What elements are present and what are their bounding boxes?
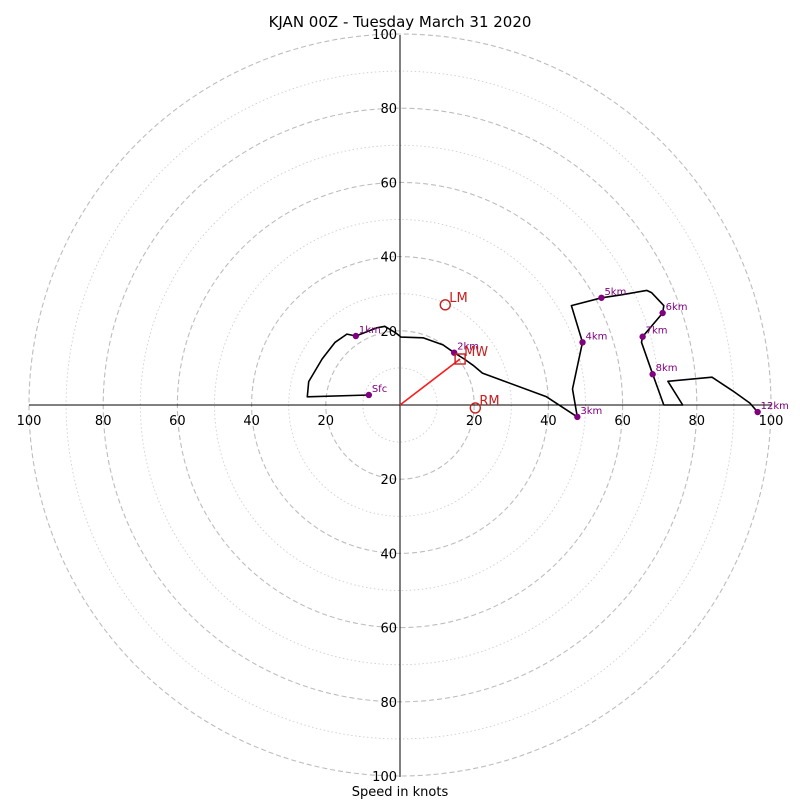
height-markers: Sfc 1km 2km 3km 4km 5km 6km 7km 8km 12km xyxy=(352,287,789,421)
height-label-Sfc: Sfc xyxy=(372,384,387,395)
tick-label-down-40: 40 xyxy=(380,547,397,562)
motion-label-RM: RM xyxy=(479,394,499,409)
height-point-6km xyxy=(659,309,666,317)
height-label-5km: 5km xyxy=(604,287,626,298)
tick-label-down-100: 100 xyxy=(372,770,397,785)
motion-label-LM: LM xyxy=(449,291,467,306)
shear-vector xyxy=(399,358,461,406)
height-point-12km xyxy=(754,408,761,416)
chart-title: KJAN 00Z - Tuesday March 31 2020 xyxy=(269,13,532,31)
motion-marker-LM xyxy=(439,299,451,311)
height-point-5km xyxy=(598,294,605,301)
tick-label-down-60: 60 xyxy=(380,622,397,637)
tick-label-left-100: 100 xyxy=(17,414,42,429)
motion-marker-MW xyxy=(454,353,466,365)
height-label-8km: 8km xyxy=(656,363,678,374)
tick-label-left-40: 40 xyxy=(243,414,260,429)
height-label-6km: 6km xyxy=(666,302,688,313)
tick-label-up-60: 60 xyxy=(380,176,397,191)
tick-label-right-80: 80 xyxy=(689,414,706,429)
tick-label-right-60: 60 xyxy=(614,414,631,429)
tick-label-left-80: 80 xyxy=(95,414,112,429)
tick-label-down-20: 20 xyxy=(380,473,397,488)
height-point-4km xyxy=(579,339,586,346)
height-label-7km: 7km xyxy=(646,326,668,337)
shear-vector-line xyxy=(399,358,461,406)
height-label-2km: 2km xyxy=(457,342,479,353)
tick-label-down-80: 80 xyxy=(380,696,397,711)
tick-label-up-100: 100 xyxy=(372,28,397,43)
height-point-Sfc xyxy=(365,391,373,399)
height-label-12km: 12km xyxy=(761,401,789,412)
height-label-3km: 3km xyxy=(580,406,602,417)
tick-label-right-20: 20 xyxy=(466,414,483,429)
tick-label-right-40: 40 xyxy=(540,414,557,429)
tick-label-up-40: 40 xyxy=(380,251,397,266)
storm-motions: LM MW RM xyxy=(439,291,500,414)
hodograph-line xyxy=(306,289,759,418)
x-axis-label: Speed in knots xyxy=(352,785,449,800)
height-point-3km xyxy=(574,413,581,421)
tick-label-up-20: 20 xyxy=(380,325,397,340)
height-label-4km: 4km xyxy=(586,331,608,342)
tick-label-right-100: 100 xyxy=(759,414,784,429)
height-point-1km xyxy=(352,332,360,340)
tick-label-up-80: 80 xyxy=(380,102,397,117)
motion-label-MW: MW xyxy=(464,345,488,360)
tick-labels: 100 80 60 40 20 20 40 60 80 100 100 80 60 40 20 20 40 60 8… xyxy=(17,28,784,785)
tick-label-left-20: 20 xyxy=(318,414,335,429)
tick-label-left-60: 60 xyxy=(169,414,186,429)
height-label-1km: 1km xyxy=(359,325,381,336)
hodograph-trace xyxy=(306,289,759,418)
height-point-8km xyxy=(649,371,656,378)
motion-marker-RM xyxy=(469,402,482,414)
height-point-7km xyxy=(639,333,646,340)
